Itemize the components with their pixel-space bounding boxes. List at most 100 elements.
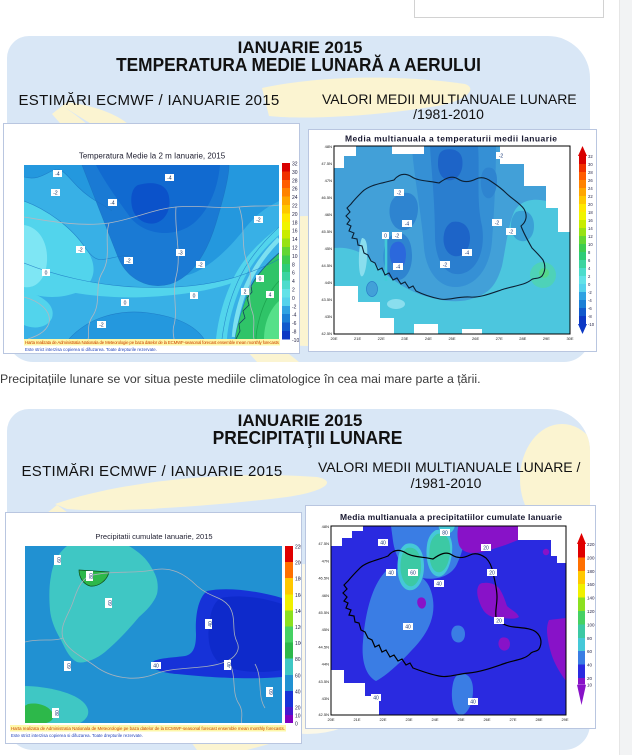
svg-text:20: 20 xyxy=(295,706,301,712)
svg-text:26E: 26E xyxy=(483,717,490,722)
svg-text:28: 28 xyxy=(588,170,593,175)
svg-text:40: 40 xyxy=(470,700,476,706)
svg-text:-4: -4 xyxy=(110,201,115,207)
svg-text:120: 120 xyxy=(295,625,301,631)
svg-text:-8: -8 xyxy=(588,314,592,319)
svg-text:32: 32 xyxy=(588,154,593,159)
svg-text:22E: 22E xyxy=(378,336,385,341)
svg-text:40: 40 xyxy=(208,621,214,627)
svg-text:26: 26 xyxy=(292,187,298,193)
svg-text:-6: -6 xyxy=(292,321,297,327)
svg-text:-2: -2 xyxy=(395,234,400,240)
svg-text:10: 10 xyxy=(292,254,298,260)
svg-text:30: 30 xyxy=(588,162,593,167)
svg-text:46N: 46N xyxy=(322,593,329,598)
svg-text:Este strict interzisa copierea: Este strict interzisa copierea si difuza… xyxy=(11,733,143,738)
svg-text:40: 40 xyxy=(295,689,301,695)
svg-text:28E: 28E xyxy=(519,336,526,341)
svg-text:-2: -2 xyxy=(78,248,83,254)
svg-text:Harta realizata de Administrat: Harta realizata de Administratia Nationa… xyxy=(25,340,280,345)
svg-text:47N: 47N xyxy=(325,178,332,183)
svg-text:23E: 23E xyxy=(401,336,408,341)
svg-text:80: 80 xyxy=(442,531,448,537)
svg-text:2: 2 xyxy=(588,274,591,279)
svg-text:-3: -3 xyxy=(178,251,183,257)
svg-text:60: 60 xyxy=(108,600,114,606)
svg-text:45N: 45N xyxy=(325,246,332,251)
svg-text:80: 80 xyxy=(587,636,593,641)
svg-text:46.5N: 46.5N xyxy=(321,195,332,200)
svg-text:80: 80 xyxy=(89,573,95,579)
svg-text:40: 40 xyxy=(436,582,442,588)
svg-text:24: 24 xyxy=(588,186,593,191)
svg-text:60: 60 xyxy=(587,649,593,654)
svg-text:25E: 25E xyxy=(448,336,455,341)
svg-text:26E: 26E xyxy=(472,336,479,341)
svg-text:40: 40 xyxy=(388,571,394,577)
svg-text:26: 26 xyxy=(588,178,593,183)
svg-text:44.5N: 44.5N xyxy=(318,644,329,649)
svg-text:16: 16 xyxy=(292,229,298,235)
svg-text:40: 40 xyxy=(405,625,411,631)
svg-text:-4: -4 xyxy=(396,265,401,271)
svg-text:Media multianuala a temperatur: Media multianuala a temperaturii medii I… xyxy=(345,134,557,144)
svg-text:-2: -2 xyxy=(99,323,104,329)
svg-text:47.5N: 47.5N xyxy=(318,541,329,546)
svg-text:220: 220 xyxy=(295,545,301,551)
svg-text:18: 18 xyxy=(588,210,593,215)
svg-text:40: 40 xyxy=(587,663,593,668)
svg-text:2: 2 xyxy=(292,288,295,294)
svg-text:20: 20 xyxy=(587,676,593,681)
svg-text:44N: 44N xyxy=(322,662,329,667)
svg-text:47N: 47N xyxy=(322,558,329,563)
svg-text:40: 40 xyxy=(373,696,379,702)
svg-text:4: 4 xyxy=(588,266,591,271)
svg-text:-2: -2 xyxy=(588,290,592,295)
svg-text:43.5N: 43.5N xyxy=(321,297,332,302)
svg-text:180: 180 xyxy=(587,569,595,574)
svg-text:32: 32 xyxy=(292,162,298,168)
svg-text:-10: -10 xyxy=(292,338,299,344)
svg-text:28: 28 xyxy=(292,178,298,184)
svg-text:40: 40 xyxy=(227,662,233,668)
svg-text:-2: -2 xyxy=(509,230,514,236)
svg-text:22: 22 xyxy=(292,204,298,210)
svg-text:29E: 29E xyxy=(561,717,568,722)
svg-text:14: 14 xyxy=(292,237,298,243)
svg-text:0: 0 xyxy=(588,282,591,287)
svg-text:40: 40 xyxy=(380,541,386,547)
svg-text:60: 60 xyxy=(57,557,63,563)
svg-text:43N: 43N xyxy=(325,314,332,319)
svg-text:22E: 22E xyxy=(379,717,386,722)
svg-text:21E: 21E xyxy=(354,336,361,341)
svg-text:Precipitatii cumulate Ianuarie: Precipitatii cumulate Ianuarie, 2015 xyxy=(95,532,212,541)
svg-text:4: 4 xyxy=(269,293,272,299)
svg-text:23E: 23E xyxy=(405,717,412,722)
svg-text:-2: -2 xyxy=(499,154,504,160)
svg-text:29E: 29E xyxy=(543,336,550,341)
svg-text:-4: -4 xyxy=(588,298,592,303)
svg-text:100: 100 xyxy=(295,641,301,647)
svg-text:10: 10 xyxy=(588,242,593,247)
svg-text:Temperatura Medie la 2 m Ianua: Temperatura Medie la 2 m Ianuarie, 2015 xyxy=(79,152,226,161)
svg-text:60: 60 xyxy=(67,663,73,669)
svg-text:10: 10 xyxy=(587,683,593,688)
svg-text:Este strict interzisa copierea: Este strict interzisa copierea si difuza… xyxy=(25,347,157,352)
svg-text:0: 0 xyxy=(295,722,298,728)
svg-text:140: 140 xyxy=(587,596,595,601)
svg-text:20: 20 xyxy=(489,571,495,577)
svg-text:12: 12 xyxy=(292,246,298,252)
svg-text:20E: 20E xyxy=(330,336,337,341)
svg-text:0: 0 xyxy=(292,296,295,302)
svg-text:200: 200 xyxy=(295,561,301,567)
svg-text:27E: 27E xyxy=(496,336,503,341)
svg-text:45.5N: 45.5N xyxy=(321,229,332,234)
svg-text:-4: -4 xyxy=(167,176,172,182)
svg-text:-4: -4 xyxy=(55,172,60,178)
svg-text:30: 30 xyxy=(292,170,298,176)
svg-text:4: 4 xyxy=(292,279,295,285)
svg-text:0: 0 xyxy=(45,271,48,277)
svg-text:16: 16 xyxy=(588,218,593,223)
svg-text:24: 24 xyxy=(292,195,298,201)
svg-text:27E: 27E xyxy=(509,717,516,722)
